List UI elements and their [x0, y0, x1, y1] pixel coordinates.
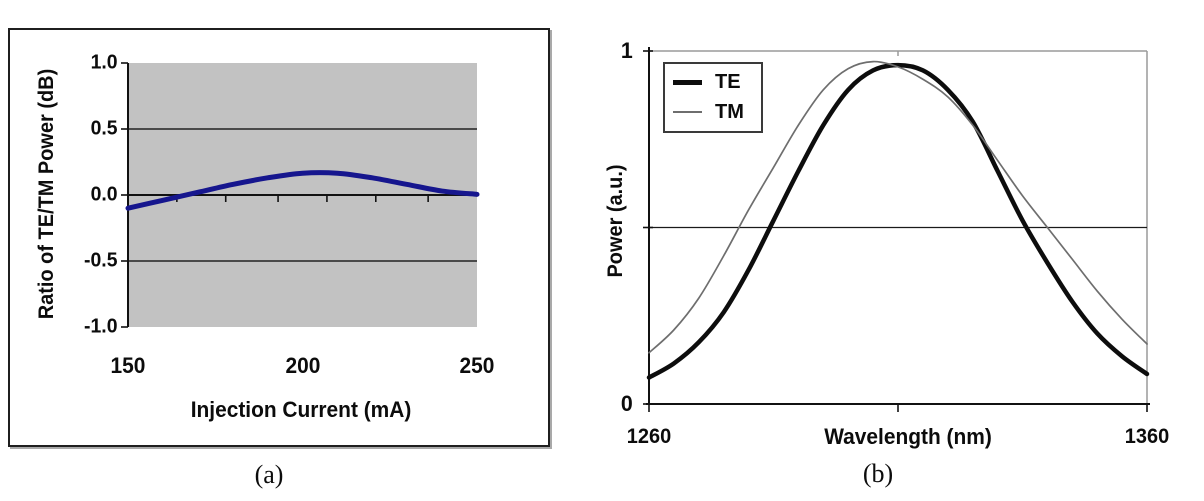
chart-a-y-tick-label: -0.5	[84, 249, 118, 272]
chart-a-y-tick-label: -1.0	[84, 315, 118, 338]
chart-b-y-tick-label: 0	[620, 391, 633, 416]
chart-b-tm-curve	[648, 60, 1148, 354]
chart-b-te-curve	[646, 62, 1150, 380]
chart-b-y-tick-label: 1	[620, 38, 633, 63]
chart-a-y-tick-label: 1.0	[90, 51, 118, 74]
te-line-sample-icon	[673, 80, 702, 86]
chart-a-y-tick-label: 0.0	[90, 183, 118, 206]
chart-a-x-axis-title: Injection Current (mA)	[190, 397, 412, 422]
legend-row-te: TE	[673, 71, 761, 94]
caption-b: (b)	[862, 459, 894, 488]
chart-b-legend: TE TM	[663, 62, 763, 133]
chart-a-curve	[125, 170, 480, 211]
legend-label-tm: TM	[715, 100, 744, 123]
chart-b-x-axis-title: Wavelength (nm)	[824, 424, 992, 449]
chart-b-x-tick-label: 1360	[1124, 425, 1170, 448]
chart-a-y-axis-title: Ratio of TE/TM Power (dB)	[35, 68, 58, 320]
chart-b-x-tick-label: 1260	[626, 425, 672, 448]
chart-a-plot	[121, 62, 480, 328]
chart-b-y-axis-title: Power (a.u.)	[604, 164, 627, 278]
tm-line-sample-icon	[673, 111, 702, 114]
legend-row-tm: TM	[673, 101, 761, 124]
chart-b-plot	[643, 47, 1150, 412]
legend-label-te: TE	[715, 71, 741, 94]
caption-a: (a)	[254, 460, 284, 489]
chart-a-x-tick-label: 200	[285, 353, 320, 378]
chart-a-y-tick-label: 0.5	[90, 117, 118, 140]
chart-a-x-tick-label: 150	[110, 353, 146, 378]
chart-a-x-tick-label: 250	[459, 353, 495, 378]
